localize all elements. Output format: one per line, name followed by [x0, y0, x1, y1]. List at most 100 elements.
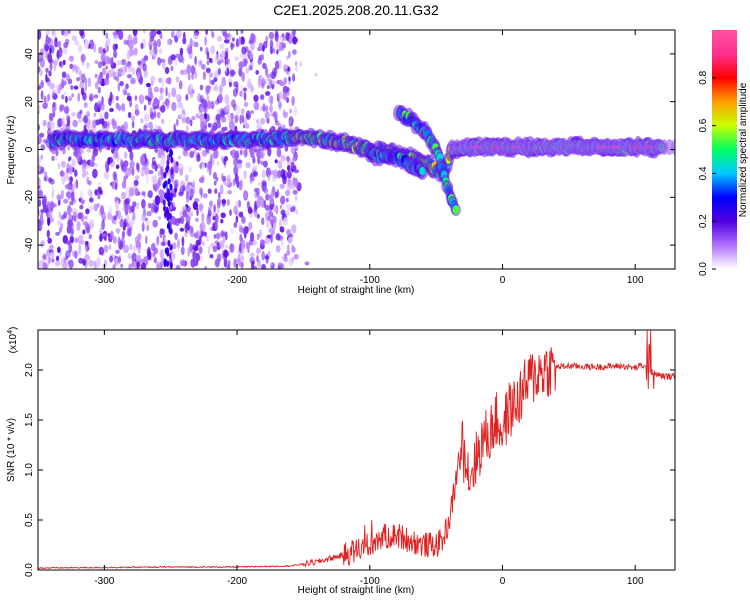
- noise-blob: [288, 233, 294, 238]
- noise-blob: [42, 254, 46, 260]
- noise-blob: [270, 95, 274, 105]
- noise-blob: [109, 255, 113, 263]
- track-point: [419, 167, 426, 176]
- noise-blob: [253, 265, 258, 269]
- noise-blob: [234, 56, 240, 61]
- noise-blob: [122, 88, 127, 96]
- noise-blob: [219, 184, 224, 195]
- x-tick-label: -100: [360, 275, 380, 286]
- noise-blob: [295, 209, 299, 216]
- noise-blob: [78, 118, 82, 124]
- noise-blob: [94, 189, 98, 196]
- noise-blob: [84, 245, 88, 256]
- noise-blob: [160, 241, 166, 246]
- noise-blob: [227, 33, 231, 38]
- noise-blob: [80, 87, 85, 96]
- noise-blob: [264, 204, 270, 211]
- noise-blob: [115, 249, 120, 254]
- noise-blob: [49, 48, 52, 54]
- noise-blob: [292, 30, 296, 37]
- noise-blob: [124, 198, 131, 205]
- noise-blob: [276, 150, 282, 158]
- noise-blob: [189, 150, 195, 159]
- noise-blob: [139, 94, 145, 105]
- noise-blob: [280, 195, 286, 205]
- noise-blob: [260, 94, 265, 100]
- noise-blob: [121, 181, 127, 189]
- noise-blob: [287, 236, 293, 244]
- noise-blob: [78, 244, 82, 255]
- noise-blob: [221, 175, 227, 182]
- noise-blob: [261, 78, 266, 84]
- noise-blob: [279, 183, 285, 189]
- noise-blob: [226, 198, 230, 206]
- snr-frame: [37, 329, 676, 571]
- track-point: [452, 205, 460, 215]
- noise-blob: [47, 237, 52, 244]
- noise-blob: [94, 81, 99, 90]
- noise-blob: [167, 98, 170, 109]
- noise-blob: [239, 53, 245, 58]
- noise-blob: [189, 38, 193, 49]
- noise-blob: [81, 149, 84, 154]
- noise-blob: [278, 170, 283, 175]
- noise-blob: [76, 77, 81, 82]
- noise-blob: [257, 156, 261, 165]
- noise-blob: [132, 211, 136, 221]
- noise-blob: [159, 87, 164, 94]
- noise-blob: [114, 182, 118, 191]
- noise-blob: [198, 246, 203, 255]
- noise-blob: [178, 191, 184, 197]
- noise-blob: [221, 76, 226, 87]
- noise-blob: [91, 126, 97, 132]
- noise-blob: [289, 115, 293, 123]
- noise-blob: [185, 205, 191, 213]
- noise-blob: [255, 119, 260, 124]
- noise-blob: [282, 217, 289, 226]
- noise-blob: [145, 219, 150, 225]
- noise-blob: [262, 62, 267, 69]
- noise-blob: [94, 162, 98, 168]
- noise-blob: [269, 39, 274, 49]
- noise-blob: [245, 161, 251, 169]
- noise-blob: [233, 158, 238, 167]
- noise-blob: [96, 257, 101, 267]
- colorbar-tick-label: 0.8: [698, 70, 709, 84]
- noise-blob: [244, 191, 249, 197]
- noise-blob: [206, 168, 210, 173]
- noise-blob: [240, 84, 243, 92]
- noise-blob: [174, 232, 178, 240]
- noise-blob: [285, 32, 290, 41]
- noise-blob: [121, 191, 127, 200]
- noise-blob: [206, 50, 210, 60]
- noise-blob: [43, 95, 47, 103]
- noise-blob: [47, 256, 50, 267]
- spectrogram-x-label: Height of straight line (km): [298, 285, 415, 296]
- noise-blob: [271, 175, 277, 183]
- noise-blob: [134, 235, 139, 245]
- spectrogram-heatmap: [38, 30, 675, 269]
- noise-blob: [65, 250, 71, 258]
- noise-blob: [190, 258, 196, 268]
- noise-blob: [249, 52, 254, 60]
- noise-blob: [84, 115, 87, 124]
- noise-blob: [49, 244, 54, 250]
- noise-blob: [146, 224, 150, 232]
- noise-streak: [166, 222, 171, 230]
- noise-blob: [286, 155, 290, 162]
- noise-blob: [160, 157, 166, 168]
- noise-blob: [216, 198, 222, 204]
- noise-blob: [153, 97, 159, 103]
- x-tick-label: 0: [500, 576, 506, 587]
- noise-blob: [73, 85, 79, 90]
- noise-blob: [88, 180, 92, 186]
- noise-streak: [165, 260, 170, 267]
- noise-blob: [271, 226, 276, 234]
- colorbar-tick-label: 0.6: [698, 118, 709, 132]
- noise-blob: [52, 111, 56, 118]
- noise-blob: [257, 46, 261, 52]
- noise-blob: [270, 262, 274, 267]
- noise-blob: [260, 160, 264, 166]
- noise-blob: [292, 36, 298, 45]
- noise-blob: [81, 162, 87, 173]
